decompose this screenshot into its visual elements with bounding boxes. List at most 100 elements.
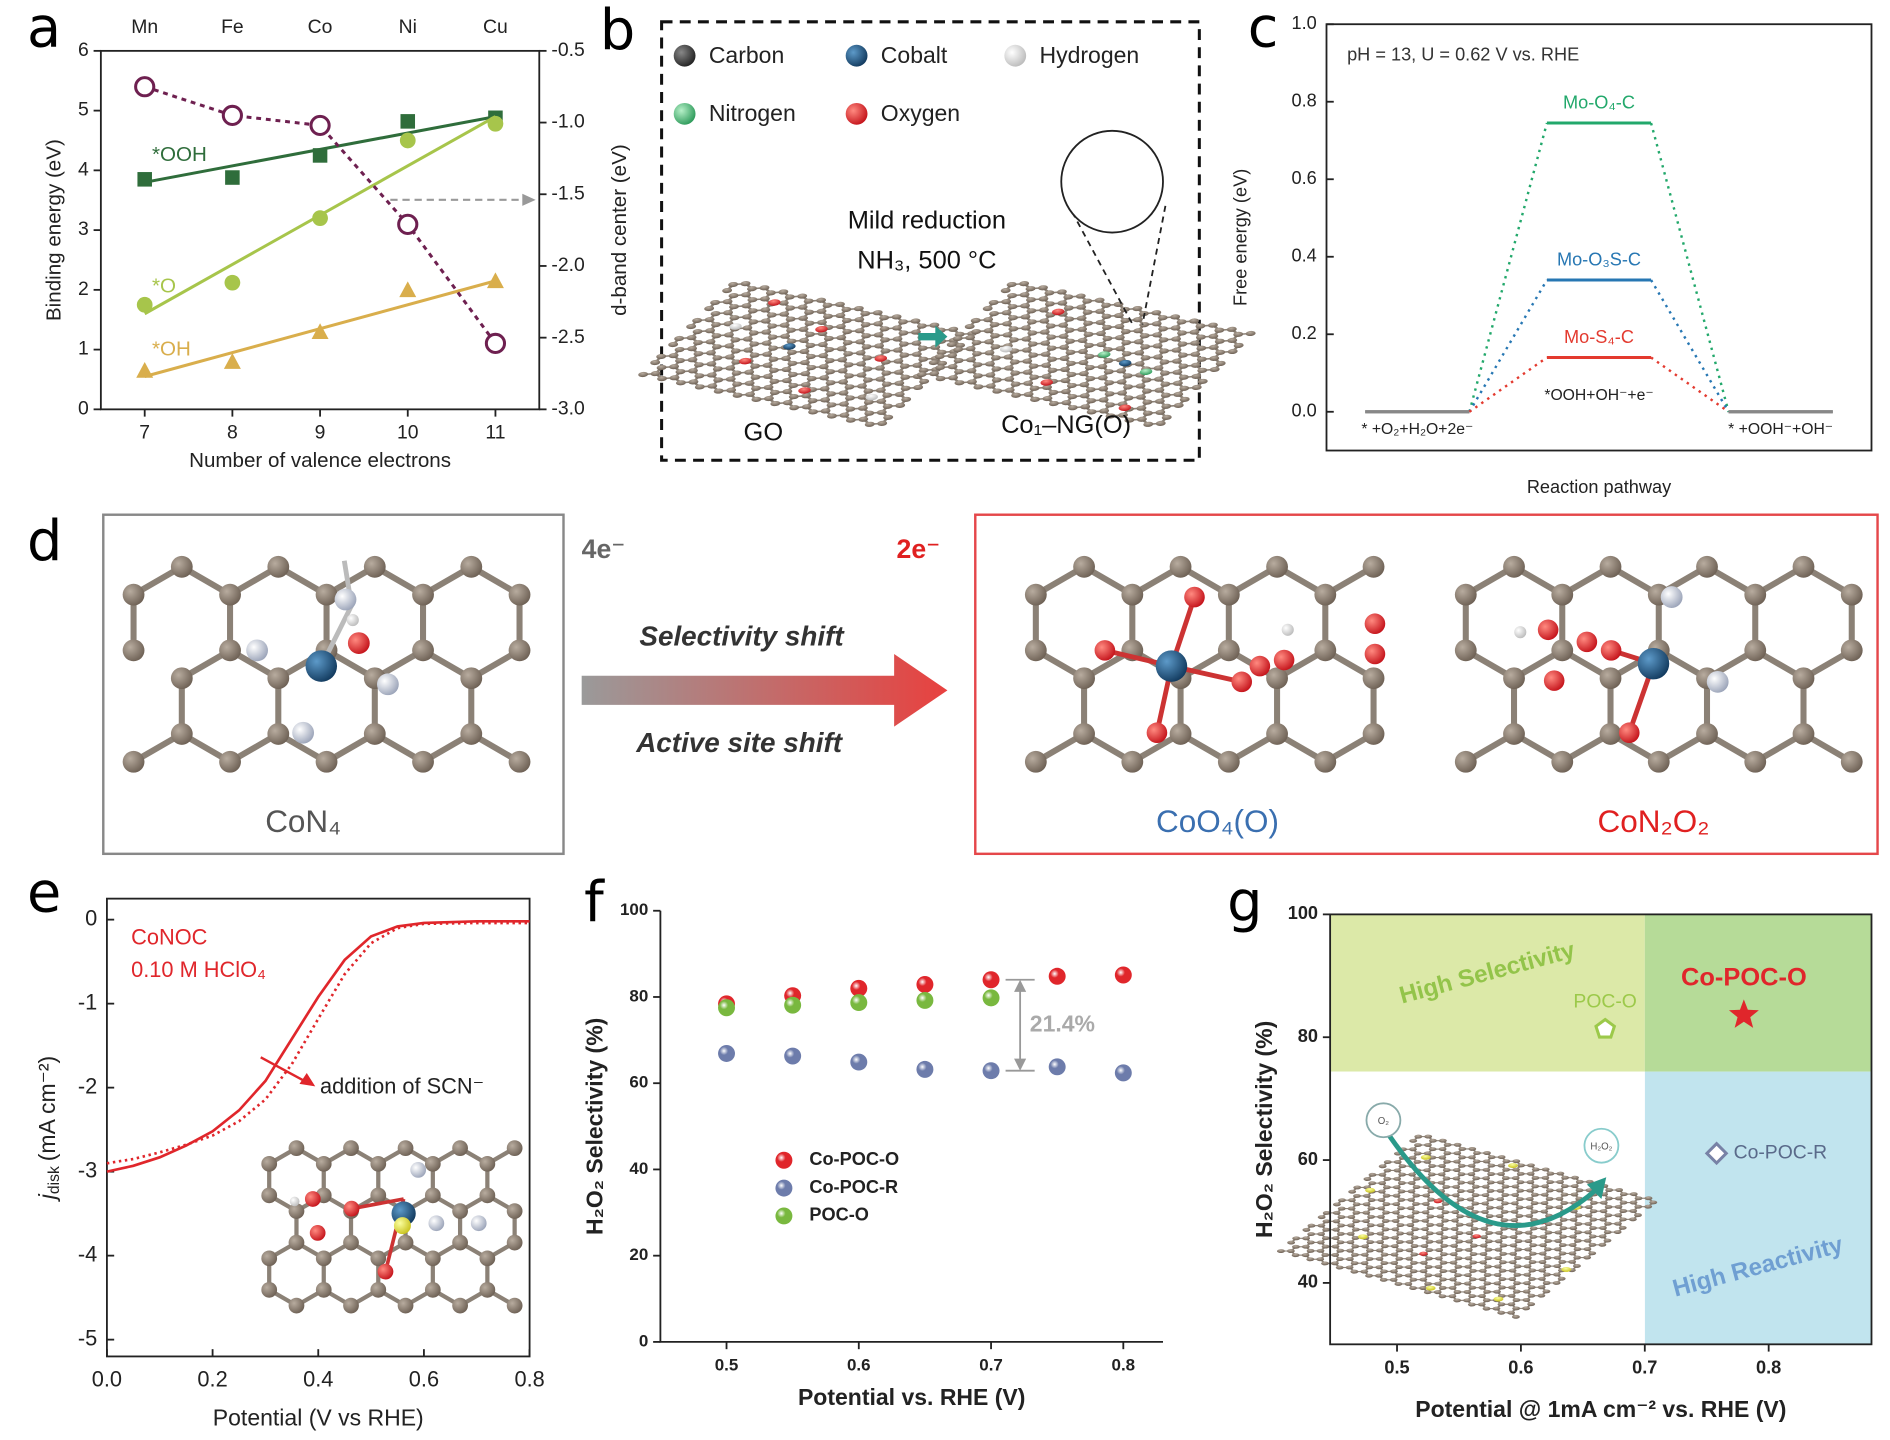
atom (990, 344, 1001, 350)
atom (910, 318, 921, 324)
atom (782, 388, 793, 395)
atom (1465, 1222, 1474, 1227)
atom (1367, 1214, 1376, 1219)
atom (1413, 1159, 1422, 1164)
atom (1161, 414, 1172, 420)
atom (801, 393, 812, 399)
atom (1095, 330, 1106, 337)
atom (1477, 1302, 1486, 1307)
atom (1744, 639, 1767, 662)
atom (876, 398, 887, 404)
atom (1464, 1256, 1473, 1261)
x-tick-label: 0.4 (303, 1366, 333, 1391)
atom (784, 294, 795, 300)
marker (850, 979, 868, 997)
marker (784, 1047, 802, 1065)
atom (1191, 373, 1202, 379)
atom (1706, 670, 1729, 693)
atom (1486, 1180, 1495, 1185)
atom (1352, 1210, 1361, 1215)
atom (1438, 1294, 1447, 1299)
atom (1179, 396, 1190, 402)
series-line (106, 919, 530, 1173)
atom (1190, 362, 1201, 368)
atom (808, 409, 819, 415)
atom (1508, 1285, 1516, 1290)
y-tick-label: 0.8 (1292, 91, 1317, 111)
atom (1046, 345, 1057, 351)
atom (817, 341, 828, 348)
atom (1599, 1217, 1608, 1222)
marker (137, 172, 152, 187)
atom (972, 351, 983, 357)
atom (1360, 1252, 1369, 1257)
y2-tick-label: -0.5 (551, 39, 584, 61)
atom (1332, 1227, 1341, 1232)
category-label: *OOH+OH⁻+e⁻ (1544, 387, 1653, 404)
atom (1291, 1244, 1300, 1249)
y2-tick-label: -2.5 (551, 326, 584, 348)
atom (954, 380, 965, 386)
atom (1287, 1240, 1296, 1245)
atom (1483, 1281, 1492, 1286)
atom (1512, 1159, 1521, 1164)
atom (1404, 1281, 1413, 1286)
atom (1614, 1213, 1623, 1218)
atom (1115, 346, 1126, 352)
atom (917, 345, 928, 351)
atom (1598, 1226, 1607, 1230)
atom (1453, 1142, 1462, 1147)
atom (788, 394, 799, 400)
atom (710, 299, 721, 306)
atom (261, 1155, 278, 1172)
atom (1233, 331, 1244, 337)
marker (399, 132, 416, 149)
atom (1094, 297, 1105, 303)
atom (856, 372, 867, 378)
atom (1397, 1206, 1405, 1211)
atom (1020, 314, 1031, 320)
atom (693, 340, 704, 346)
atom (1347, 1198, 1356, 1203)
atom (1374, 1273, 1383, 1278)
atom (1485, 1230, 1494, 1235)
atom (844, 373, 855, 379)
atom (1139, 322, 1150, 328)
atom (1066, 360, 1076, 367)
atom (955, 342, 966, 349)
atom (1082, 309, 1093, 315)
atom (1429, 1138, 1437, 1143)
atom (1406, 1223, 1415, 1227)
x-tick-label: 0.6 (1508, 1357, 1533, 1377)
atom (1434, 1264, 1443, 1269)
atom (1598, 1242, 1607, 1247)
atom (1487, 1163, 1496, 1168)
atom (750, 363, 761, 369)
atom (1346, 1248, 1355, 1253)
atom (1588, 1242, 1597, 1247)
atom (656, 364, 667, 371)
atom (1042, 395, 1053, 402)
atom (1024, 639, 1047, 662)
electron-label: 4e⁻ (582, 534, 626, 564)
atom (1184, 586, 1205, 608)
atom (675, 358, 686, 364)
atom (1362, 723, 1385, 745)
atom (343, 1140, 359, 1156)
atom (1381, 1235, 1390, 1240)
atom (669, 364, 680, 370)
atom (1114, 323, 1125, 330)
atom (1073, 667, 1095, 690)
atom (1021, 336, 1032, 342)
marker (312, 210, 328, 227)
atom (1503, 555, 1525, 578)
atom (989, 322, 1000, 328)
y-tick-label: -1 (78, 989, 97, 1014)
atom (1501, 1184, 1510, 1189)
atom (750, 374, 761, 380)
atom (751, 385, 761, 391)
atom (1559, 1234, 1568, 1239)
atom (1553, 1264, 1562, 1269)
atom (1479, 1260, 1488, 1265)
atom (292, 721, 315, 744)
